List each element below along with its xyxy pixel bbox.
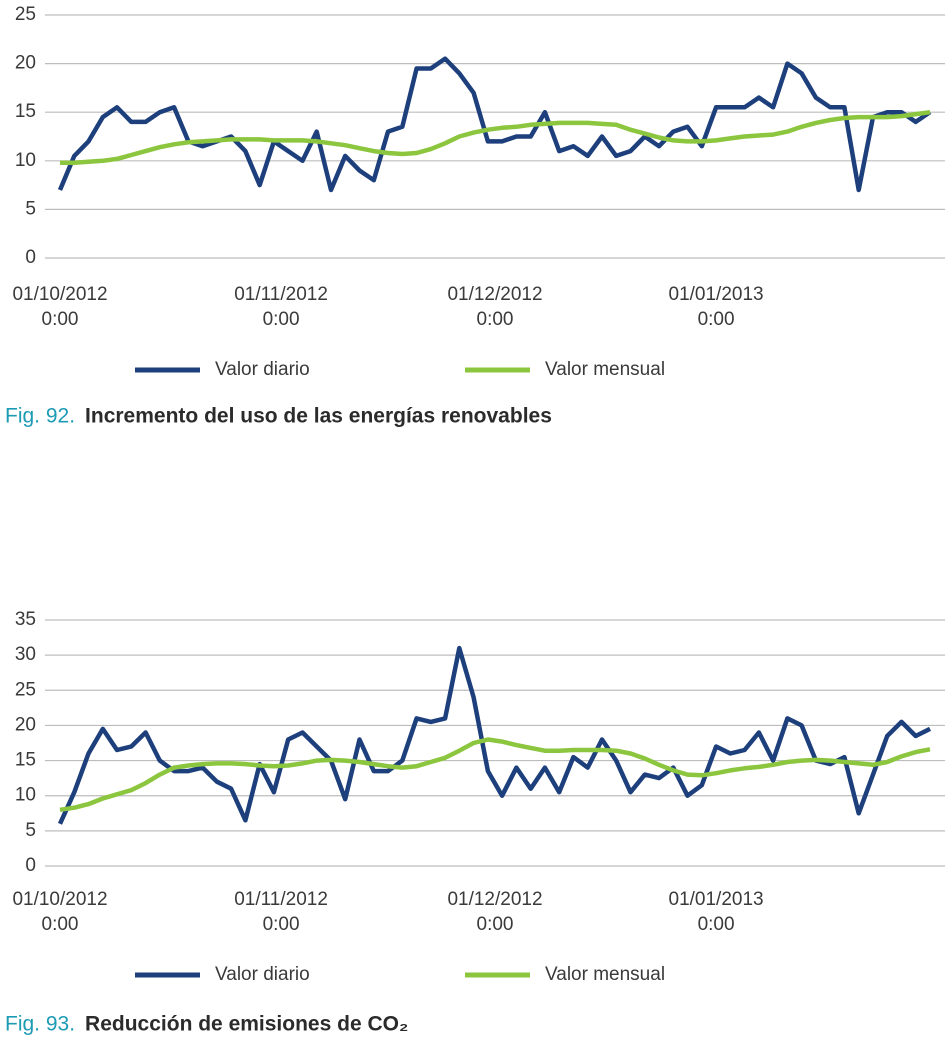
y-tick-label: 5 xyxy=(25,820,36,841)
x-tick-label: 01/10/2012 0:00 xyxy=(12,284,107,330)
caption: Incremento del uso de las energías renov… xyxy=(85,405,552,428)
x-tick-label: 01/11/2012 0:00 xyxy=(234,889,328,935)
y-tick-label: 0 xyxy=(25,247,36,268)
caption: Reducción de emisiones de CO₂ xyxy=(85,1013,408,1036)
y-tick-label: 35 xyxy=(15,609,36,630)
legend-label: Valor mensual xyxy=(545,964,665,985)
series-line xyxy=(59,737,931,813)
y-tick-label: 15 xyxy=(15,101,36,122)
legend-label: Valor mensual xyxy=(545,359,665,380)
y-tick-label: 25 xyxy=(15,4,36,25)
legend-label: Valor diario xyxy=(215,964,310,985)
x-tick-label: 01/10/2012 0:00 xyxy=(12,889,107,935)
y-tick-label: 20 xyxy=(15,53,36,74)
x-tick-label: 01/11/2012 0:00 xyxy=(234,284,328,330)
y-tick-label: 0 xyxy=(25,855,36,876)
y-tick-label: 25 xyxy=(15,679,36,700)
x-tick-label: 01/01/2013 0:00 xyxy=(669,889,764,935)
series-line xyxy=(57,56,932,193)
figure-label: Fig. 93. xyxy=(5,1013,75,1036)
x-tick-label: 01/12/2012 0:00 xyxy=(447,889,542,935)
x-tick-label: 01/01/2013 0:00 xyxy=(669,284,764,330)
y-tick-label: 5 xyxy=(25,198,36,219)
y-tick-label: 10 xyxy=(15,150,36,171)
series-line xyxy=(60,109,931,165)
y-tick-label: 15 xyxy=(15,750,36,771)
figure-label: Fig. 92. xyxy=(5,405,75,428)
y-tick-label: 30 xyxy=(15,644,36,665)
legend-label: Valor diario xyxy=(215,359,310,380)
y-tick-label: 10 xyxy=(15,785,36,806)
series-line xyxy=(57,645,932,825)
y-tick-label: 20 xyxy=(15,714,36,735)
x-tick-label: 01/12/2012 0:00 xyxy=(447,284,542,330)
